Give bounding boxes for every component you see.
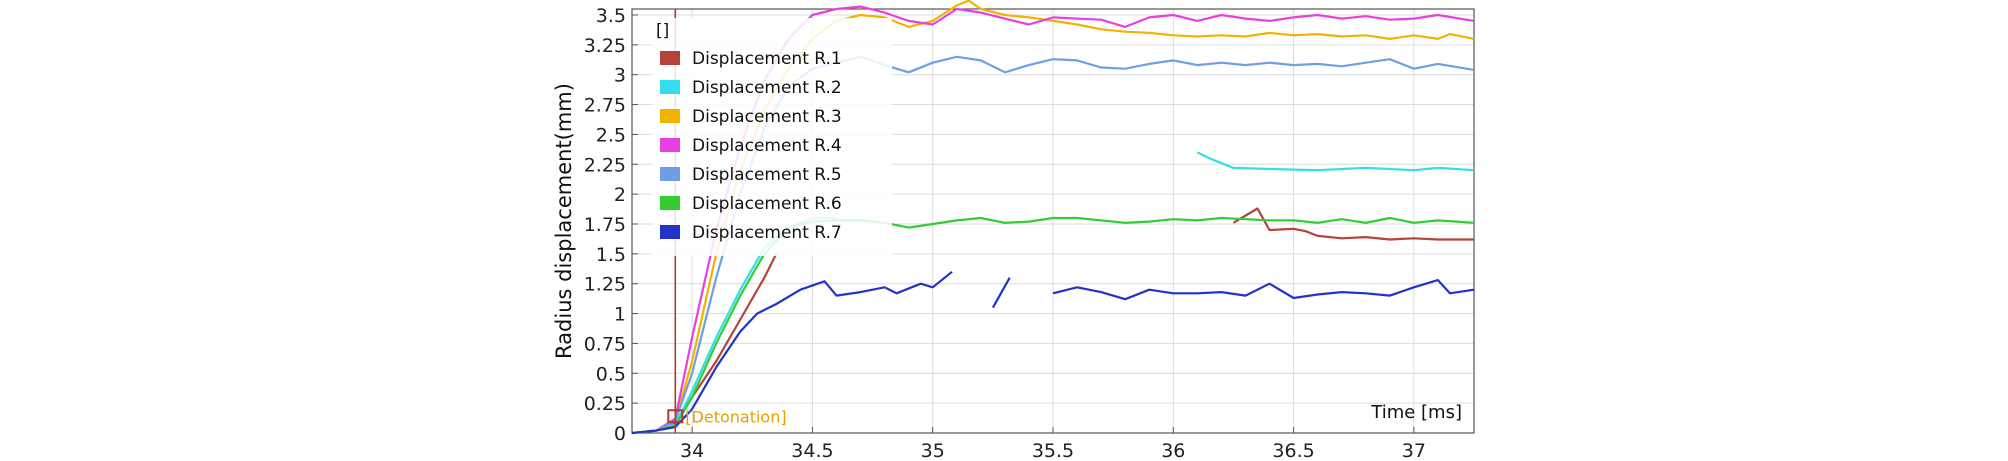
x-tick-label: 36 [1161, 440, 1185, 461]
legend-swatch-r2 [660, 80, 680, 94]
series-line-r6 [631, 216, 1475, 435]
legend-label-r3: Displacement R.3 [692, 107, 842, 127]
detonation-label: [Detonation] [685, 407, 786, 426]
legend-swatch-r4 [660, 138, 680, 152]
y-tick-label: 0.25 [584, 393, 626, 415]
x-axis-label: Time [ms] [1370, 402, 1462, 423]
y-tick-label: 1.25 [584, 274, 626, 296]
y-tick-label: 2.25 [584, 154, 626, 176]
legend-swatch-r6 [660, 196, 680, 210]
legend-header: [] [656, 21, 669, 41]
legend-label-r6: Displacement R.6 [692, 194, 842, 214]
y-tick-label: 2.5 [596, 124, 626, 146]
detonation-annotation: [Detonation] [667, 407, 787, 426]
y-tick-label: 1 [614, 304, 626, 326]
y-tick-label: 2 [614, 184, 626, 206]
y-tick-label: 0.75 [584, 333, 626, 355]
x-tick-label: 36.5 [1272, 440, 1314, 461]
y-axis-label: Radius displacement(mm) [552, 83, 576, 359]
y-tick-label: 1.75 [584, 214, 626, 236]
legend-label-r2: Displacement R.2 [692, 78, 842, 98]
x-tick-label: 37 [1402, 440, 1426, 461]
x-axis: 34 34.5 35 35.5 36 36.5 37 [680, 427, 1426, 461]
legend-label-r1: Displacement R.1 [692, 49, 842, 69]
legend-label-r5: Displacement R.5 [692, 165, 842, 185]
series-line-r1 [1232, 207, 1474, 241]
detonation-marker-box [667, 409, 684, 424]
y-tick-label: 3.5 [596, 5, 626, 27]
y-tick-label: 2.75 [584, 95, 626, 117]
series-line-r7 [1052, 279, 1475, 301]
x-tick-label: 35 [921, 440, 945, 461]
y-tick-label: 0 [614, 423, 626, 445]
x-tick-label: 34.5 [791, 440, 833, 461]
legend: [] Displacement R.1 Displacement R.2 Displ… [652, 18, 892, 256]
x-tick-label: 35.5 [1032, 440, 1074, 461]
series-line-r2 [1196, 151, 1475, 172]
y-tick-label: 3.25 [584, 35, 626, 57]
series-line-r7 [991, 277, 1011, 309]
legend-label-r7: Displacement R.7 [692, 223, 842, 243]
legend-swatch-r5 [660, 167, 680, 181]
legend-label-r4: Displacement R.4 [692, 136, 842, 156]
legend-swatch-r1 [660, 51, 680, 65]
legend-background [652, 18, 892, 256]
y-tick-label: 1.5 [596, 244, 626, 266]
series-line-r7 [631, 270, 953, 435]
y-axis: 0 0.25 0.5 0.75 1 1.25 1.5 1.75 2 2.25 2.5 2.75 3 3.2… [584, 5, 638, 445]
legend-swatch-r7 [660, 225, 680, 239]
x-tick-label: 34 [680, 440, 704, 461]
grid [632, 9, 1474, 434]
y-tick-label: 3 [614, 65, 626, 87]
legend-swatch-r3 [660, 109, 680, 123]
y-tick-label: 0.5 [596, 363, 626, 385]
